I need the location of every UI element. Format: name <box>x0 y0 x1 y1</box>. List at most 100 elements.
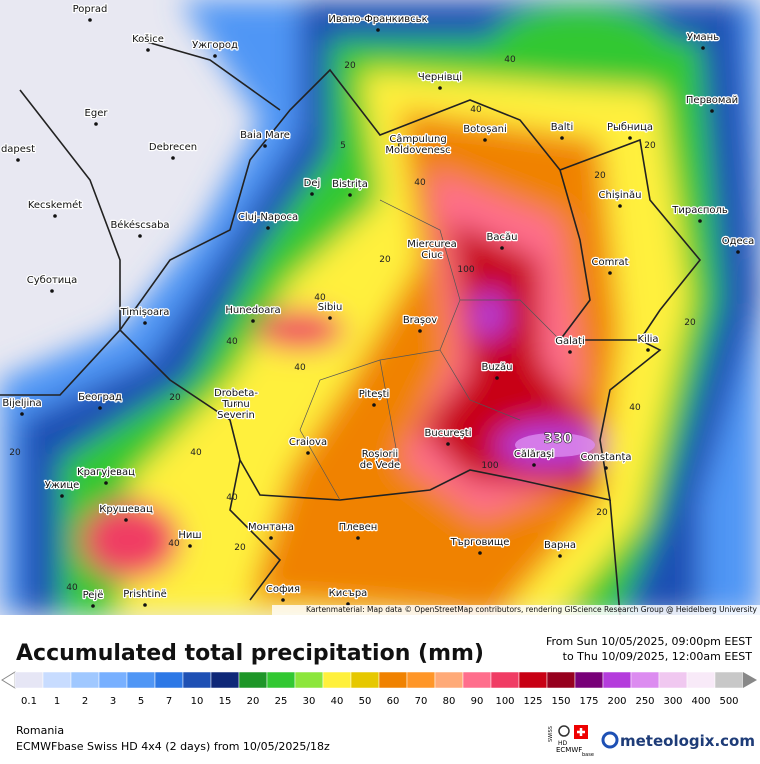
city-label: Kilia <box>637 334 658 345</box>
city-label: Békéscsaba <box>110 219 169 231</box>
colorbar-label: 15 <box>219 696 232 707</box>
city-dot <box>104 481 108 485</box>
contour-label: 20 <box>234 543 246 553</box>
swiss-cross <box>577 728 585 736</box>
city-label: Brașov <box>403 315 437 326</box>
borders <box>0 39 702 615</box>
city-dot <box>378 463 382 467</box>
city-dot <box>438 86 442 90</box>
city-dot <box>618 204 622 208</box>
colorbar-label: 200 <box>607 696 626 707</box>
colorbar-label: 0.1 <box>21 696 37 707</box>
city-label: Prishtinë <box>123 589 166 600</box>
city-label: Debrecen <box>149 142 197 153</box>
city-dot <box>346 602 350 606</box>
badge: SWISS HD ECMWF base <box>548 725 594 758</box>
city-dot <box>418 329 422 333</box>
legend-title: Accumulated total precipitation (mm) <box>16 641 484 666</box>
map: 330 20 5 40 40 20 40 20 40 20 5 40 20 100 40 20 40 40 20 4… <box>0 0 760 615</box>
city-dot <box>698 219 702 223</box>
contour-label: 40 <box>414 178 426 188</box>
contour-label: 5 <box>397 143 403 153</box>
city-dot <box>560 136 564 140</box>
city-label: Умань <box>687 32 719 43</box>
city-label: Sibiu <box>318 302 343 313</box>
attribution: Kartenmaterial: Map data © OpenStreetMap… <box>306 605 758 614</box>
precip-field <box>0 0 760 615</box>
colorbar-box <box>98 671 128 689</box>
city-dot <box>251 319 255 323</box>
colorbar-box <box>714 671 744 689</box>
city-dot <box>138 234 142 238</box>
city-dot <box>146 48 150 52</box>
city-dot <box>500 246 504 250</box>
city-label: de Vede <box>360 460 400 471</box>
colorbar-label: 10 <box>191 696 204 707</box>
colorbar-box <box>154 671 184 689</box>
city-dot <box>16 158 20 162</box>
colorbar-box <box>434 671 464 689</box>
city-label: Chișinău <box>599 190 642 201</box>
city-dot <box>306 451 310 455</box>
colorbar-box <box>490 671 520 689</box>
city-dot <box>356 536 360 540</box>
city-dot <box>348 193 352 197</box>
brand-logo <box>601 731 619 749</box>
contour-label: 20 <box>9 448 21 458</box>
contour-label: 20 <box>344 61 356 71</box>
colorbar-label: 80 <box>443 696 456 707</box>
city-dot <box>171 156 175 160</box>
city-dot <box>213 54 217 58</box>
contour-label: 20 <box>684 318 696 328</box>
period-to: to Thu 10/09/2025, 12:00am EEST <box>563 650 753 663</box>
colorbar-box <box>574 671 604 689</box>
city-dot <box>98 406 102 410</box>
city-label: Turnu <box>221 399 250 410</box>
city-labels: Poprad Košice Ужгород Ивано-Франкивськ Умань… <box>0 3 756 608</box>
colorbar-box <box>322 671 352 689</box>
colorbar-box <box>518 671 548 689</box>
colorbar-box <box>238 671 268 689</box>
city-label: Cluj-Napoca <box>238 212 298 223</box>
city-label: Galați <box>555 336 584 347</box>
city-label: Крушевац <box>99 504 153 515</box>
colorbar-label: 5 <box>138 696 144 707</box>
city-label: Comrat <box>591 257 628 268</box>
colorbar-label: 400 <box>691 696 710 707</box>
city-label: Плевен <box>339 522 378 533</box>
colorbar-box <box>266 671 296 689</box>
max-area <box>515 433 595 457</box>
city-dot <box>376 28 380 32</box>
contour-label: 40 <box>294 363 306 373</box>
city-label: Hunedoara <box>225 305 280 316</box>
city-label: Ciuc <box>421 250 443 261</box>
city-label: Călărași <box>514 449 554 460</box>
city-label: Суботица <box>27 275 77 286</box>
contour-label: 40 <box>629 403 641 413</box>
city-label: Кисъра <box>329 588 368 599</box>
city-dot <box>328 316 332 320</box>
colorbar-label: 40 <box>331 696 344 707</box>
contour-label: 40 <box>168 539 180 549</box>
city-dot <box>495 376 499 380</box>
colorbar-label: 125 <box>523 696 542 707</box>
city-label: Dej <box>304 178 321 189</box>
county-lines <box>299 199 561 501</box>
colorbar-label: 100 <box>495 696 514 707</box>
colorbar-box <box>70 671 100 689</box>
city-label: Чернівці <box>418 71 462 83</box>
badge-text: ECMWF <box>556 746 582 754</box>
colorbar-box <box>462 671 492 689</box>
city-label: Buzău <box>482 362 513 373</box>
brand[interactable]: meteologix.com <box>620 732 755 750</box>
colorbar-label: 3 <box>110 696 116 707</box>
city-dot <box>478 551 482 555</box>
colorbar-label: 20 <box>247 696 260 707</box>
city-label: Constanța <box>580 452 631 463</box>
region: Romania <box>16 724 64 737</box>
city-label: Ивано-Франкивськ <box>328 14 427 25</box>
city-dot <box>281 598 285 602</box>
city-dot <box>20 412 24 416</box>
